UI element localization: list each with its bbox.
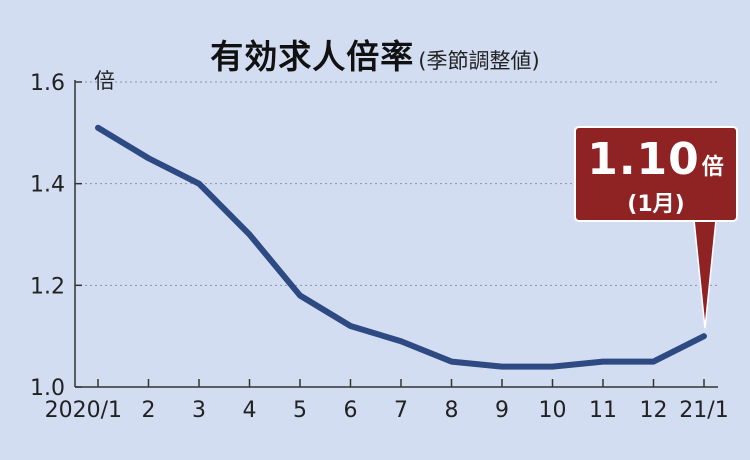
callout-unit: 倍 [701,155,725,180]
y-axis-unit-label: 倍 [94,69,115,93]
y-tick-label: 1.0 [30,376,65,401]
callout-value: 1.10 [587,134,700,185]
x-tick-label: 4 [243,398,257,423]
x-tick-label: 21/1 [679,398,728,423]
x-tick-label: 5 [293,398,307,423]
x-tick-label: 11 [589,398,617,423]
x-tick-label: 8 [445,398,459,423]
callout-month: (1月) [627,192,685,217]
x-tick-label: 3 [192,398,206,423]
latest-value-callout: 1.10倍 (1月) [574,126,738,222]
callout-value-row: 1.10倍 [576,134,736,185]
callout-pointer [693,219,717,329]
y-tick-label: 1.4 [30,173,65,198]
y-tick-label: 1.2 [30,274,65,299]
x-tick-label: 2 [142,398,156,423]
x-tick-label: 6 [344,398,358,423]
x-tick-label: 7 [394,398,408,423]
chart-subtitle: (季節調整値) [418,49,540,73]
x-tick-label: 10 [539,398,567,423]
x-tick-label: 9 [495,398,509,423]
x-tick-label: 2020/1 [45,398,122,423]
y-tick-label: 1.6 [30,71,65,96]
chart-title: 有効求人倍率 (季節調整値) [0,30,750,78]
chart-title-main: 有効求人倍率 [210,37,415,76]
x-tick-label: 12 [640,398,668,423]
